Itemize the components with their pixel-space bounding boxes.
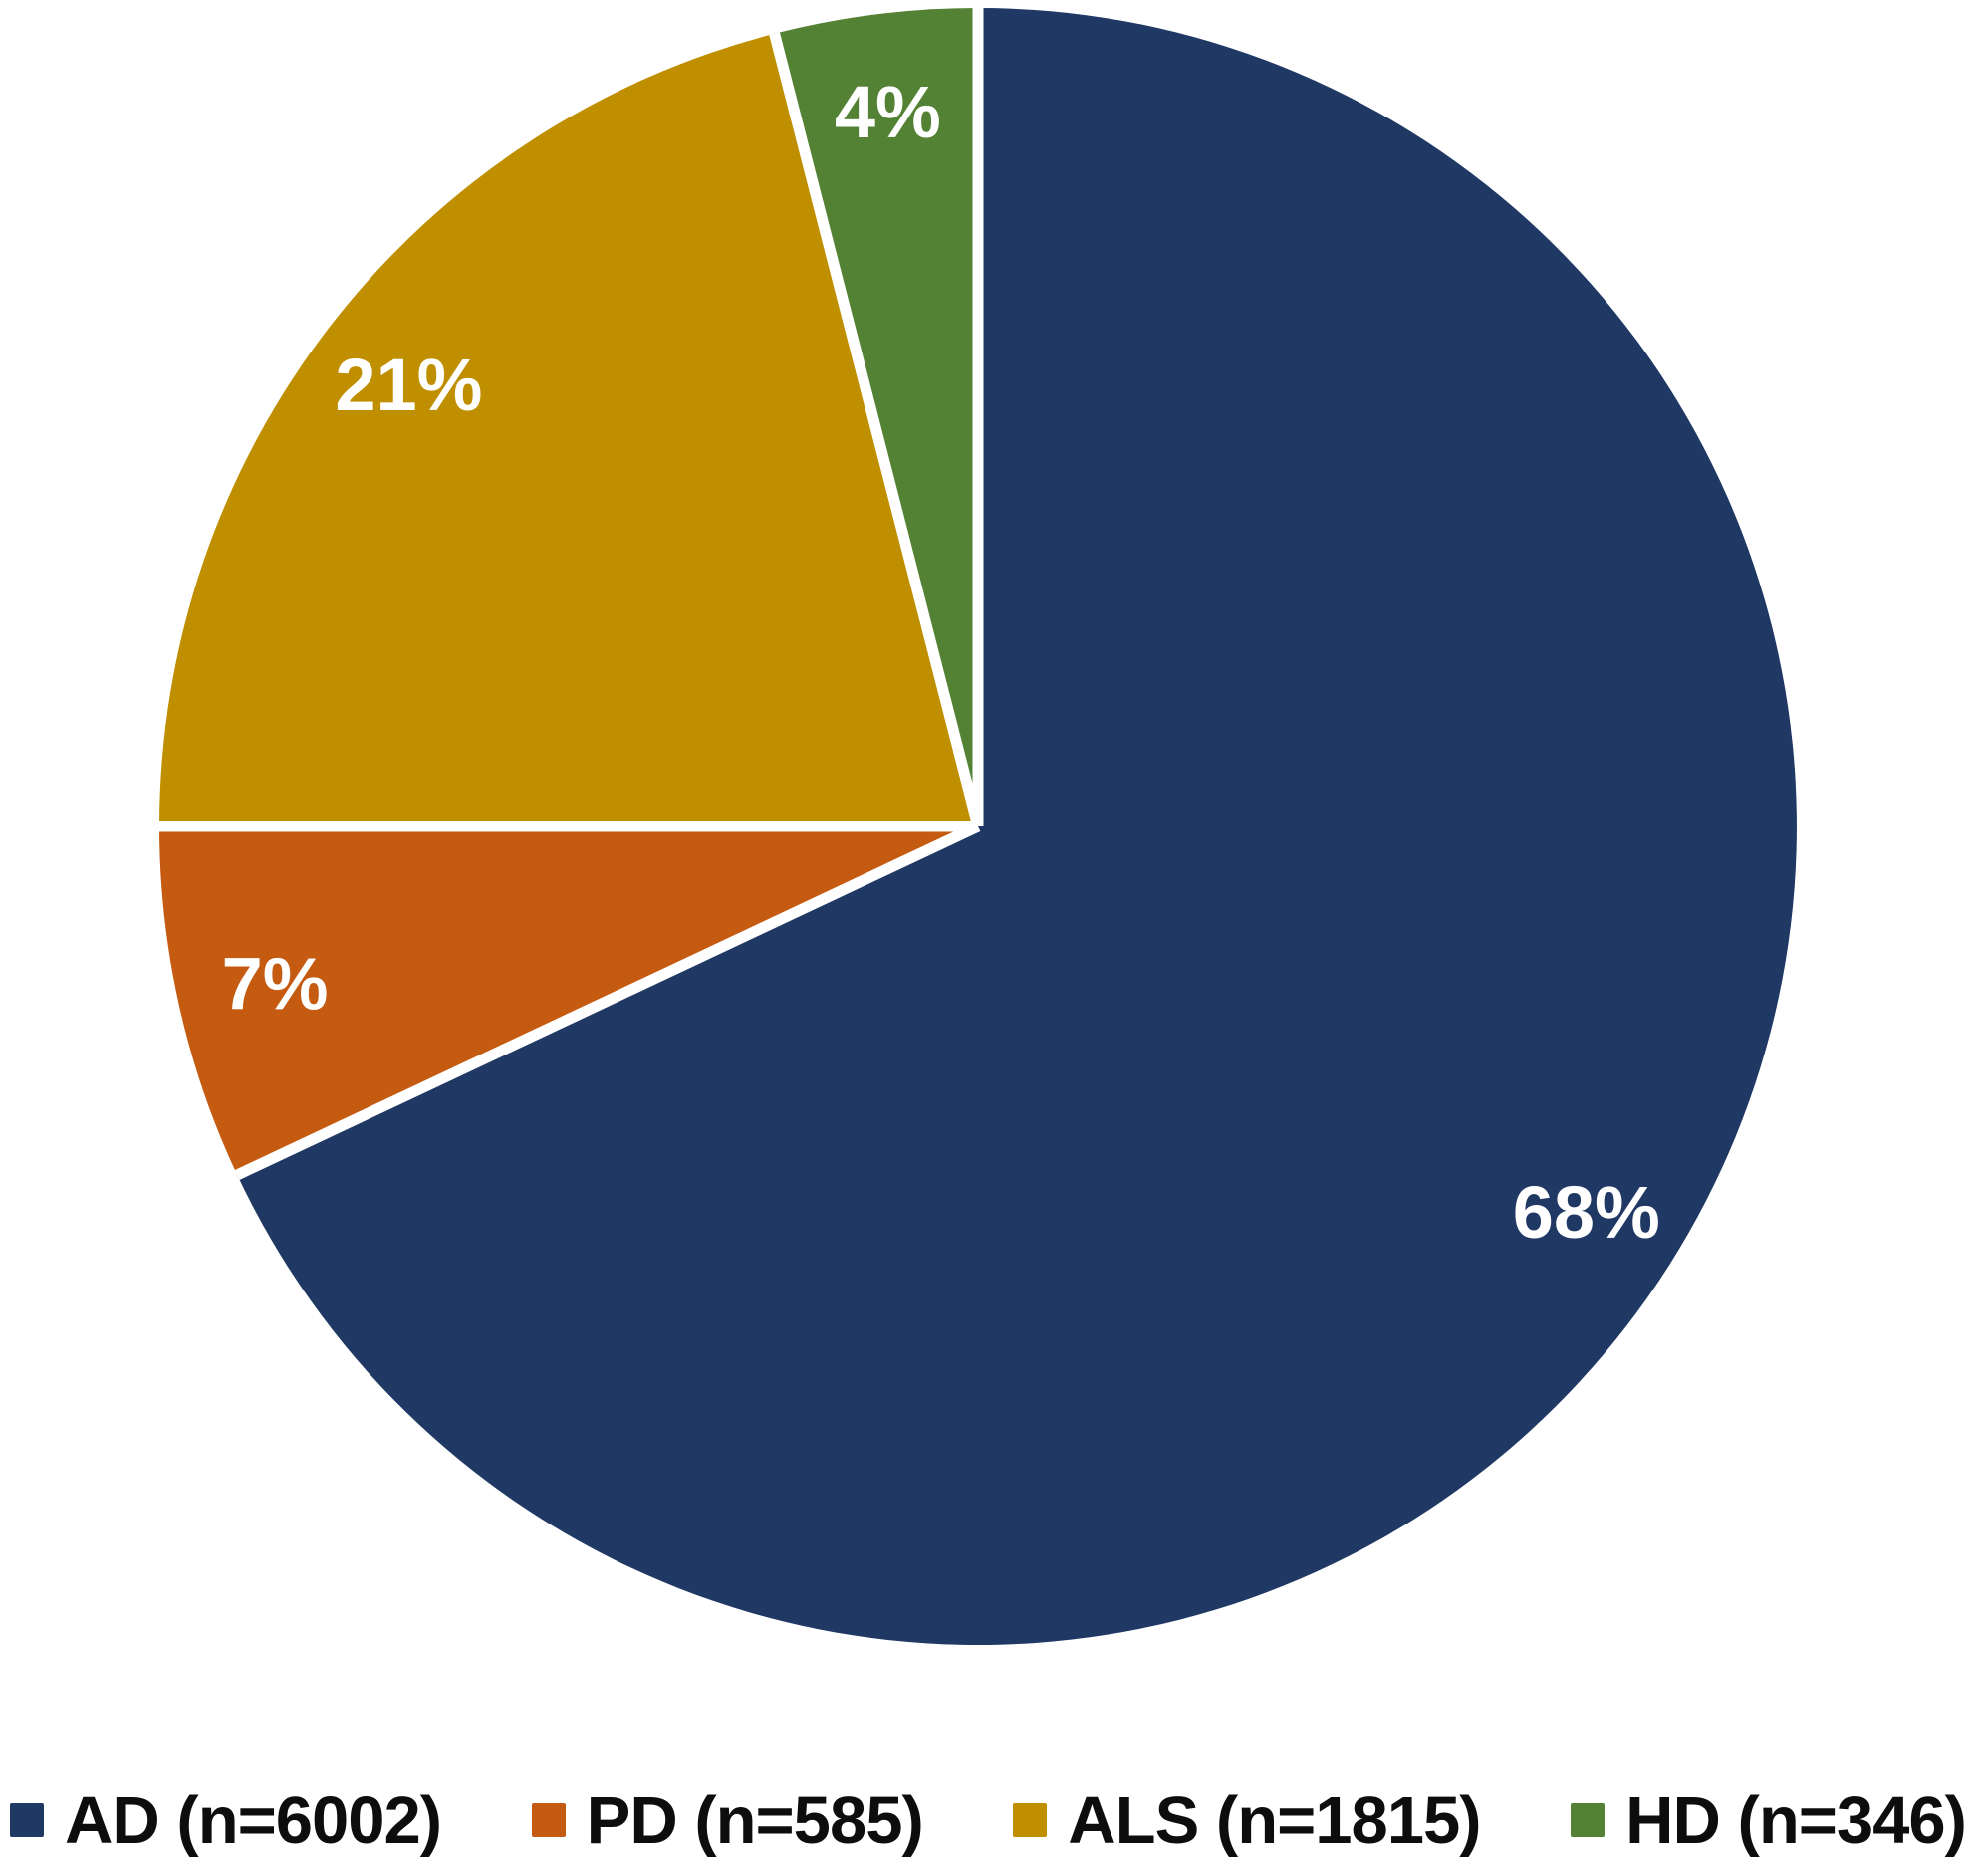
legend-item-pd: PD (n=585)	[531, 1782, 924, 1858]
legend-label-ad: AD (n=6002)	[65, 1782, 442, 1858]
legend-swatch-als	[1013, 1803, 1048, 1837]
legend-swatch-hd	[1571, 1803, 1606, 1837]
legend-label-pd: PD (n=585)	[586, 1782, 924, 1858]
pie-slice-als	[159, 33, 978, 827]
pie-slice-ad	[237, 8, 1797, 1645]
legend-label-hd: HD (n=346)	[1625, 1782, 1967, 1858]
chart-legend: AD (n=6002) PD (n=585) ALS (n=1815) HD (n=3…	[0, 1774, 1976, 1866]
legend-swatch-pd	[531, 1803, 566, 1837]
slice-separator-line	[234, 821, 981, 1180]
legend-item-als: ALS (n=1815)	[1013, 1782, 1482, 1858]
pie-slice-label-pd: 7%	[222, 942, 329, 1025]
legend-item-hd: HD (n=346)	[1571, 1782, 1967, 1858]
pie-slice-pd	[158, 826, 978, 1175]
pie-slice-label-ad: 68%	[1513, 1171, 1660, 1254]
pie-chart: 68% 7% 21% 4%	[158, 7, 1797, 1645]
legend-item-ad: AD (n=6002)	[10, 1782, 442, 1858]
legend-swatch-ad	[10, 1803, 44, 1837]
legend-label-als: ALS (n=1815)	[1068, 1782, 1481, 1858]
pie-slice-label-als: 21%	[335, 344, 482, 426]
pie-slice-label-hd: 4%	[835, 71, 941, 153]
slice-separator-line	[769, 32, 984, 828]
